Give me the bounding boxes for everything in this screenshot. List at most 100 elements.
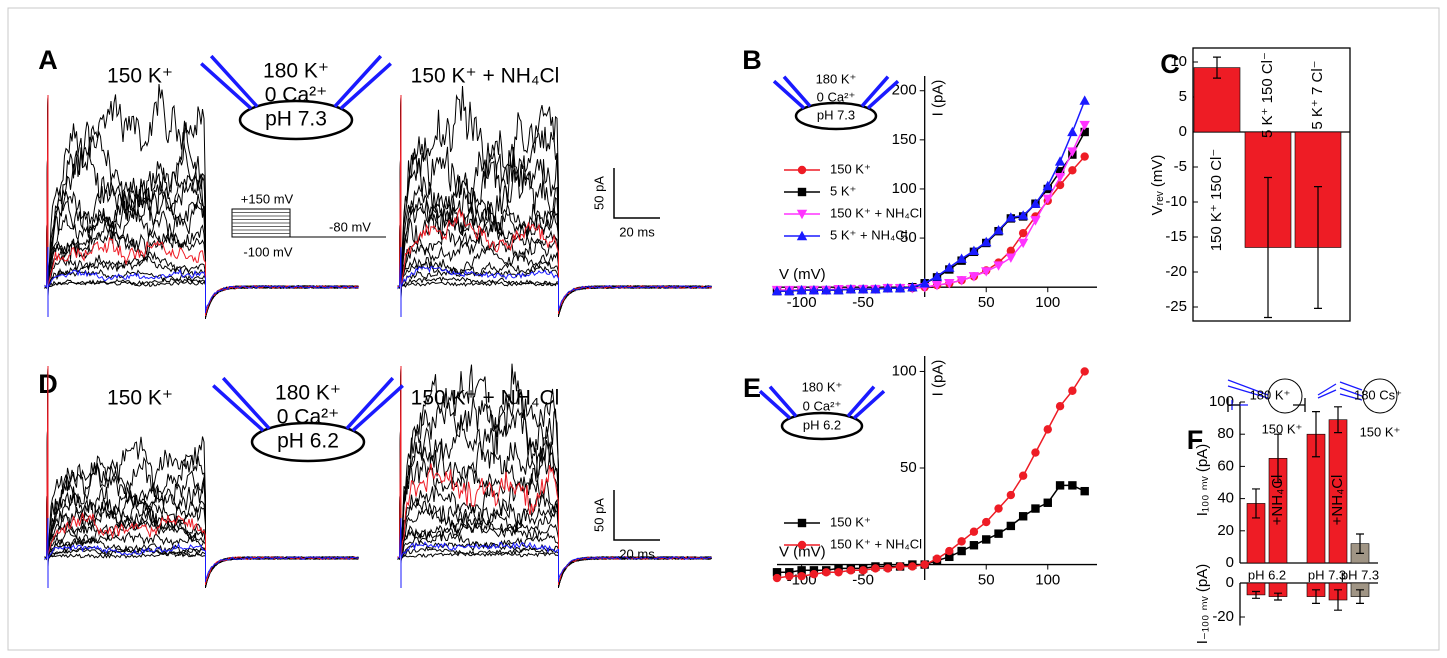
y-tick-label: 80 xyxy=(1217,425,1234,442)
x-axis-label: V (mV) xyxy=(779,266,826,283)
pipette-wedge xyxy=(200,54,259,110)
y-tick-label: 50 xyxy=(900,459,917,476)
data-point xyxy=(833,284,844,295)
data-point xyxy=(1055,481,1065,490)
pipette-outline xyxy=(250,421,366,463)
x-tick-label: 100 xyxy=(1035,572,1060,589)
pipette-outline xyxy=(238,99,354,141)
data-point xyxy=(1068,481,1077,490)
data-point xyxy=(993,225,1004,235)
y-tick-label: 150 xyxy=(892,131,917,148)
data-point xyxy=(932,554,942,563)
data-point xyxy=(882,282,893,293)
pipette-label: pH 6.2 xyxy=(277,430,339,453)
y-tick-label: 100 xyxy=(1209,393,1234,410)
data-point xyxy=(1055,180,1065,190)
y-tick-label: -20 xyxy=(1165,263,1187,280)
y-tick-label: -15 xyxy=(1165,228,1187,245)
legend-marker xyxy=(796,230,808,241)
y-axis-label: Vᵣₑᵥ (mV) xyxy=(1149,155,1166,216)
data-point xyxy=(1042,194,1053,204)
data-point xyxy=(1043,498,1052,507)
error-bar xyxy=(1356,589,1364,604)
condition-label: 150 K⁺ + NH₄Cl xyxy=(411,65,560,88)
error-bar xyxy=(1356,533,1364,554)
error-bar xyxy=(1274,592,1282,601)
data-point xyxy=(1067,126,1078,137)
legend-label: 5 K⁺ xyxy=(830,183,856,198)
y-tick-label: 0 xyxy=(1226,554,1234,571)
bar-label: 5 K⁺ 7 Cl⁻ xyxy=(1309,60,1326,129)
y-tick-label: 0 xyxy=(1226,574,1234,591)
data-point xyxy=(920,560,929,569)
legend-label: 150 K⁺ xyxy=(830,161,871,176)
data-point xyxy=(945,546,954,556)
data-point xyxy=(981,236,992,247)
panel-letter: C xyxy=(1160,49,1180,79)
data-point xyxy=(994,504,1003,513)
pipette-label: 0 Ca²⁺ xyxy=(277,406,339,429)
current-trace xyxy=(44,246,359,317)
data-point xyxy=(1018,512,1028,521)
data-point xyxy=(919,278,930,288)
data-point xyxy=(944,279,955,289)
error-bar xyxy=(1252,488,1260,519)
error-bar xyxy=(1314,186,1322,309)
bar-label: 5 K⁺ 150 Cl⁻ xyxy=(1259,52,1276,138)
data-point xyxy=(1080,152,1089,161)
y-tick-label: 5 xyxy=(1179,88,1187,105)
condition-label: 150 K⁺ xyxy=(107,387,173,410)
data-point xyxy=(956,253,967,263)
data-point xyxy=(883,564,892,573)
data-point xyxy=(1055,167,1065,176)
x-tick-label: pH 7.3 xyxy=(1341,567,1379,582)
x-axis-label: V (mV) xyxy=(779,544,826,561)
data-point xyxy=(1031,448,1040,457)
pipette-label: pH 7.3 xyxy=(265,108,327,131)
current-traces xyxy=(44,83,712,588)
data-point xyxy=(1067,147,1078,157)
x-tick-label: 100 xyxy=(1035,294,1060,311)
data-point xyxy=(1006,490,1016,500)
scale-label: 50 pA xyxy=(591,498,606,532)
data-point xyxy=(796,284,807,295)
data-point xyxy=(968,245,980,256)
error-bar xyxy=(1252,590,1260,599)
data-point xyxy=(1030,198,1041,208)
y-tick-label: 200 xyxy=(892,82,917,99)
data-point xyxy=(1017,238,1029,249)
data-point xyxy=(994,529,1003,538)
x-tick-label: pH 7.3 xyxy=(1308,567,1346,582)
pipette-wedge xyxy=(758,385,798,420)
data-point xyxy=(944,262,955,272)
legend-marker xyxy=(797,518,807,528)
legend-label: 150 K⁺ + NH₄Cl xyxy=(830,536,922,551)
panel-letter: B xyxy=(742,45,762,75)
data-point xyxy=(1080,127,1089,137)
data-point xyxy=(908,562,917,571)
pipette-label: 0 Ca²⁺ xyxy=(817,89,856,104)
data-point xyxy=(1017,210,1029,220)
pipette-label: 180 K⁺ xyxy=(275,382,341,405)
data-point xyxy=(1054,172,1066,183)
data-point xyxy=(895,562,905,571)
legend-marker xyxy=(796,209,808,220)
data-point xyxy=(834,568,843,577)
protocol-label: -80 mV xyxy=(329,219,371,234)
data-point xyxy=(956,276,967,286)
pipette-wedge xyxy=(345,376,404,432)
scale-label: 20 ms xyxy=(619,546,655,561)
data-point xyxy=(871,564,880,573)
pipette-label: 0 Ca²⁺ xyxy=(803,398,842,413)
current-trace xyxy=(397,94,712,317)
data-point xyxy=(1005,212,1017,222)
panel-letter: E xyxy=(743,373,761,403)
schematic-bulb xyxy=(1362,378,1398,414)
data-point xyxy=(797,566,806,575)
pipette-label: 0 Ca²⁺ xyxy=(265,84,327,107)
data-point xyxy=(870,283,881,294)
pipette-wedge xyxy=(860,75,900,110)
data-point xyxy=(982,517,991,527)
pipette-wedge xyxy=(772,75,812,110)
y-tick-label: -25 xyxy=(1165,298,1187,315)
